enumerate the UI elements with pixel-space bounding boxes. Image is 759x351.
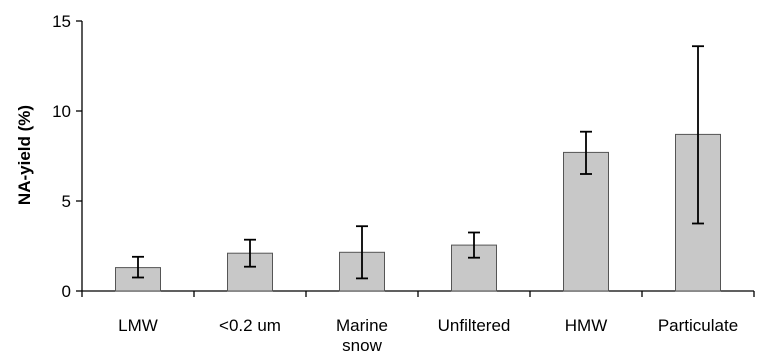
bar-3 xyxy=(451,244,497,292)
y-tick-label-2: 10 xyxy=(52,102,71,121)
y-tick-label-0: 0 xyxy=(62,282,71,301)
y-tick-label-3: 15 xyxy=(52,12,71,31)
bar-4 xyxy=(563,151,609,292)
x-category-label-1: <0.2 um xyxy=(219,316,281,335)
bar-1 xyxy=(227,252,273,292)
x-category-label-5: Particulate xyxy=(658,316,738,335)
y-axis-title: NA-yield (%) xyxy=(15,105,34,205)
x-category-label-4: HMW xyxy=(565,316,607,335)
x-category-label-2-line-1: snow xyxy=(342,336,382,351)
y-tick-label-1: 5 xyxy=(62,192,71,211)
bars xyxy=(115,133,721,292)
x-category-label-0: LMW xyxy=(118,316,158,335)
x-category-label-2-line-0: Marine xyxy=(336,316,388,335)
y-axis: 0 5 10 15 xyxy=(52,12,83,301)
error-bars xyxy=(132,45,704,280)
x-category-label-3: Unfiltered xyxy=(438,316,511,335)
